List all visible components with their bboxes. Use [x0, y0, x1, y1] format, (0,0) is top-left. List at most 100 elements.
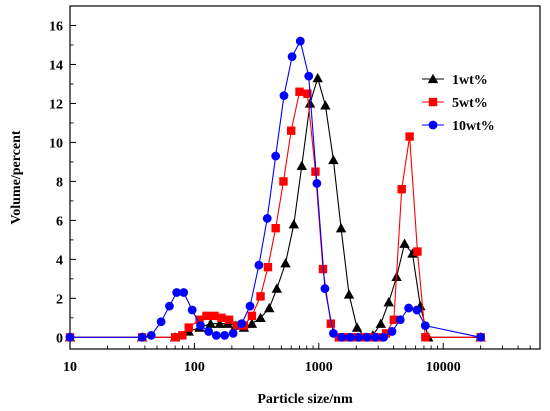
- x-tick-label: 10: [63, 360, 77, 375]
- data-point: [413, 247, 422, 256]
- x-tick-label: 1000: [305, 360, 333, 375]
- series-line: [70, 76, 481, 338]
- y-tick-label: 16: [49, 19, 63, 34]
- data-point: [370, 332, 380, 342]
- data-point: [312, 72, 323, 83]
- legend: 1wt% 5wt% 10wt%: [422, 73, 495, 134]
- data-point: [288, 219, 300, 229]
- data-point: [343, 289, 355, 299]
- data-point: [295, 36, 305, 46]
- data-point: [246, 318, 258, 328]
- data-point: [381, 329, 391, 338]
- data-point: [137, 332, 147, 342]
- data-point: [146, 330, 156, 340]
- data-point: [296, 160, 307, 170]
- data-point: [279, 91, 289, 101]
- x-axis-title: Particle size/nm: [257, 392, 353, 407]
- data-point: [187, 305, 197, 315]
- plot-frame: [69, 5, 541, 350]
- data-point: [362, 332, 372, 342]
- data-point: [389, 315, 399, 324]
- data-point: [271, 283, 283, 293]
- data-point: [195, 315, 204, 324]
- data-point: [287, 126, 296, 135]
- data-point: [204, 327, 213, 336]
- data-point: [345, 332, 355, 342]
- data-point: [328, 329, 338, 338]
- data-point: [312, 178, 322, 188]
- data-point: [202, 311, 211, 321]
- data-point: [405, 132, 414, 141]
- data-point: [256, 292, 265, 301]
- data-point: [328, 154, 339, 165]
- data-point: [232, 321, 242, 330]
- data-point: [172, 288, 182, 297]
- data-point: [287, 52, 297, 62]
- x-tick-label: 10000: [426, 360, 461, 375]
- data-point: [337, 332, 347, 342]
- data-point: [420, 321, 430, 331]
- data-point: [263, 262, 273, 272]
- y-tick-label: 14: [49, 58, 63, 73]
- y-tick-label: 8: [56, 175, 63, 190]
- data-point: [279, 177, 288, 186]
- data-point: [412, 305, 422, 315]
- y-tick-label: 0: [56, 331, 63, 346]
- data-point: [247, 311, 257, 321]
- legend-entry: 1wt%: [422, 73, 488, 88]
- data-point: [295, 87, 304, 96]
- data-point: [383, 297, 394, 307]
- data-point: [304, 98, 316, 108]
- legend-label: 1wt%: [452, 73, 488, 88]
- y-tick-label: 10: [49, 136, 63, 151]
- legend-label: 5wt%: [452, 96, 488, 111]
- data-point: [179, 288, 189, 297]
- data-point: [395, 315, 405, 325]
- series-layer: [64, 36, 486, 342]
- data-point: [220, 330, 230, 340]
- y-tick-label: 6: [56, 214, 63, 229]
- data-point: [196, 321, 205, 331]
- legend-entry: 10wt%: [422, 119, 495, 134]
- data-point: [211, 330, 221, 340]
- data-point: [354, 332, 364, 342]
- data-point: [379, 332, 389, 342]
- data-point: [262, 214, 272, 223]
- legend-entry: 5wt%: [422, 96, 488, 111]
- data-point: [210, 311, 219, 321]
- data-point: [271, 223, 280, 233]
- data-point: [170, 333, 180, 342]
- y-tick-label: 4: [56, 253, 63, 268]
- series-0: [64, 72, 486, 342]
- data-point: [255, 312, 266, 322]
- data-point: [271, 151, 281, 161]
- data-point: [178, 331, 187, 340]
- series-2: [65, 36, 486, 342]
- data-point: [254, 260, 264, 270]
- data-point: [320, 284, 330, 293]
- data-point: [304, 71, 314, 81]
- data-point: [387, 327, 397, 336]
- series-1: [65, 87, 485, 342]
- data-point: [224, 315, 234, 324]
- legend-marker: [427, 73, 439, 84]
- data-point: [326, 319, 336, 328]
- data-point: [65, 332, 75, 342]
- data-point: [184, 323, 193, 332]
- data-point: [335, 222, 347, 233]
- data-point: [205, 318, 216, 328]
- data-point: [351, 322, 363, 332]
- legend-marker: [428, 97, 438, 107]
- legend-label: 10wt%: [452, 119, 495, 134]
- data-point: [245, 301, 255, 311]
- y-tick-label: 2: [56, 292, 63, 307]
- data-point: [375, 318, 386, 328]
- data-point: [280, 258, 291, 268]
- data-point: [476, 332, 486, 342]
- data-point: [217, 313, 226, 323]
- data-point: [404, 303, 413, 313]
- data-point: [421, 333, 430, 342]
- axes: 10 100 1000 10000 0 2 4 6 8 10 12 14 16: [49, 5, 541, 375]
- data-point: [214, 318, 225, 328]
